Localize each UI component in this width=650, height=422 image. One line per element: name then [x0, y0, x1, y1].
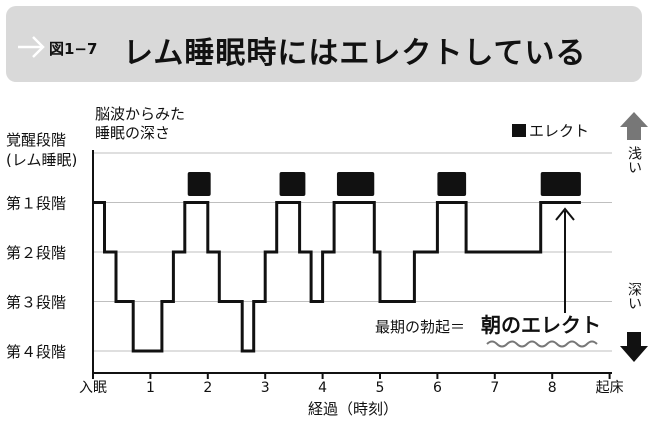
y-level-label-2: 第２段階 [6, 244, 66, 262]
morning-erection-annotation: 最期の勃起＝ 朝のエレクト [375, 207, 601, 348]
hypnogram-line [93, 201, 581, 353]
annotation-emphasis: 朝のエレクト [481, 313, 601, 337]
x-tick-label-0: 入眠 [79, 380, 107, 396]
annotation-text: 最期の勃起＝ [375, 318, 465, 336]
erection-marker-2 [336, 172, 375, 196]
arrow-up-icon [620, 112, 648, 140]
x-tick-label-7: 7 [490, 380, 499, 396]
y-axis-label-line-0: 脳波からみた [95, 105, 185, 123]
x-tick-label-8: 8 [548, 380, 557, 396]
annotation-arrow-head [555, 207, 575, 221]
deep-indicator: 深い [620, 282, 648, 362]
shallow-indicator: 浅い [620, 112, 648, 174]
x-tick-label-4: 4 [318, 380, 327, 396]
y-level-label-4: 第４段階 [6, 343, 66, 361]
x-tick-label-6: 6 [433, 380, 442, 396]
x-tick-labels: 入眠 1 2 3 4 5 6 7 8 起床 [79, 373, 624, 396]
shallow-label: 浅い [626, 146, 642, 174]
x-tick-label-9: 起床 [596, 380, 624, 396]
erection-markers [187, 172, 581, 196]
figure-label: 図1−7 [49, 40, 98, 58]
x-axis-label: 経過（時刻） [308, 400, 398, 418]
y-level-label-3: 第３段階 [6, 294, 66, 312]
erection-marker-3 [437, 172, 467, 196]
x-tick-label-1: 1 [146, 380, 155, 396]
erection-marker-0 [187, 172, 211, 196]
y-level-label-0-0: 覚醒段階 [6, 131, 66, 149]
erection-marker-4 [540, 172, 581, 196]
arrow-down-icon [620, 332, 648, 362]
legend-swatch [512, 124, 526, 137]
x-tick-label-2: 2 [203, 380, 212, 396]
erection-marker-1 [279, 172, 306, 196]
y-axis-label-line-1: 睡眠の深さ [95, 124, 170, 142]
figure-title: レム睡眠時にはエレクトしている [123, 36, 587, 71]
legend: エレクト [512, 122, 589, 140]
annotation-wavy-underline [486, 340, 598, 348]
x-tick-label-5: 5 [376, 380, 385, 396]
y-level-label-1: 第１段階 [6, 195, 66, 213]
legend-label: エレクト [529, 122, 589, 140]
y-level-label-0-1: (レム睡眠) [6, 151, 77, 169]
arrow-right-icon [18, 36, 45, 58]
title-bar: 図1−7 レム睡眠時にはエレクトしている [6, 6, 642, 82]
deep-label: 深い [626, 282, 642, 310]
x-tick-label-3: 3 [261, 380, 270, 396]
